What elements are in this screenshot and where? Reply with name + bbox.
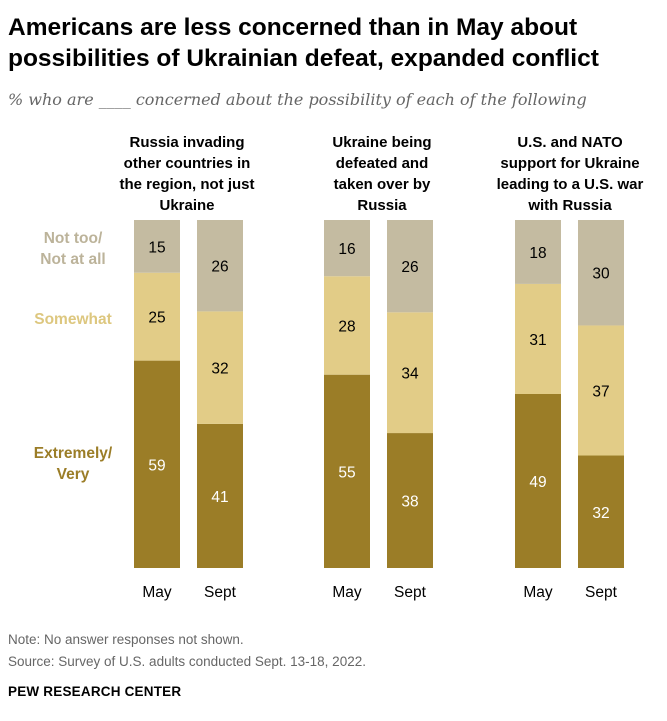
note: Note: No answer responses not shown.: [8, 632, 244, 647]
data-label-somewhat-p2-sept: 34: [401, 366, 419, 383]
x-tick-label-p1-may: May: [142, 584, 172, 601]
bar-extremely-p2-sept: [387, 433, 433, 568]
data-label-not-too-p2-may: 16: [338, 241, 355, 258]
legend-somewhat: Somewhat: [34, 311, 112, 328]
bar-not-too-p3-may: [515, 220, 561, 284]
bar-not-too-p3-sept: [578, 220, 624, 326]
data-label-somewhat-p1-sept: 32: [211, 361, 228, 378]
bar-somewhat-p1-may: [134, 272, 180, 361]
bar-somewhat-p2-sept: [387, 312, 433, 434]
source: Source: Survey of U.S. adults conducted …: [8, 654, 366, 669]
bar-somewhat-p3-may: [515, 283, 561, 394]
bar-not-too-p2-may: [324, 220, 370, 277]
bar-somewhat-p3-sept: [578, 325, 624, 456]
data-label-somewhat-p3-sept: 37: [592, 383, 609, 400]
data-label-extremely-p3-sept: 32: [592, 505, 609, 522]
legend-not-too: Not too/Not at all: [40, 230, 106, 268]
data-label-extremely-p2-sept: 38: [401, 494, 418, 511]
bar-extremely-p3-sept: [578, 455, 624, 568]
legend-extremely: Extremely/Very: [33, 445, 113, 483]
bar-not-too-p2-sept: [387, 220, 433, 313]
bar-extremely-p2-may: [324, 374, 370, 568]
data-label-not-too-p1-may: 15: [148, 239, 165, 256]
panel-title-2: Ukraine being defeated and taken over by…: [332, 134, 432, 214]
bar-somewhat-p2-may: [324, 276, 370, 375]
data-label-extremely-p1-sept: 41: [211, 489, 228, 506]
chart-subtitle: % who are ____ concerned about the possi…: [8, 90, 587, 109]
bar-not-too-p1-sept: [197, 220, 243, 312]
chart-title: Americans are less concerned than in May…: [8, 14, 599, 72]
data-label-extremely-p3-may: 49: [529, 474, 546, 491]
stacked-bar-chart: 59 25 15 May 41 32 26 Sept 55 28 16 May 38 34 26 Sept 49…: [134, 220, 624, 601]
footer-brand: PEW RESEARCH CENTER: [8, 684, 182, 699]
panel-title-1: Russia invading other countries in the r…: [119, 134, 255, 214]
data-label-not-too-p2-sept: 26: [401, 259, 418, 276]
data-label-not-too-p3-may: 18: [529, 245, 546, 262]
panel-title-3: U.S. and NATO support for Ukraine leadin…: [496, 134, 644, 214]
data-label-not-too-p1-sept: 26: [211, 259, 228, 276]
x-tick-label-p2-may: May: [332, 584, 362, 601]
data-label-extremely-p1-may: 59: [148, 457, 165, 474]
data-label-extremely-p2-may: 55: [338, 464, 355, 481]
x-tick-label-p1-sept: Sept: [204, 584, 237, 601]
data-label-somewhat-p1-may: 25: [148, 310, 165, 327]
x-tick-label-p2-sept: Sept: [394, 584, 427, 601]
x-tick-label-p3-may: May: [523, 584, 553, 601]
bar-extremely-p1-sept: [197, 423, 243, 568]
data-label-not-too-p3-sept: 30: [592, 266, 610, 283]
bar-extremely-p1-may: [134, 360, 180, 568]
data-label-somewhat-p2-may: 28: [338, 318, 355, 335]
bar-somewhat-p1-sept: [197, 311, 243, 424]
bar-extremely-p3-may: [515, 394, 561, 568]
data-label-somewhat-p3-may: 31: [529, 332, 546, 349]
bar-not-too-p1-may: [134, 220, 180, 273]
x-tick-label-p3-sept: Sept: [585, 584, 618, 601]
